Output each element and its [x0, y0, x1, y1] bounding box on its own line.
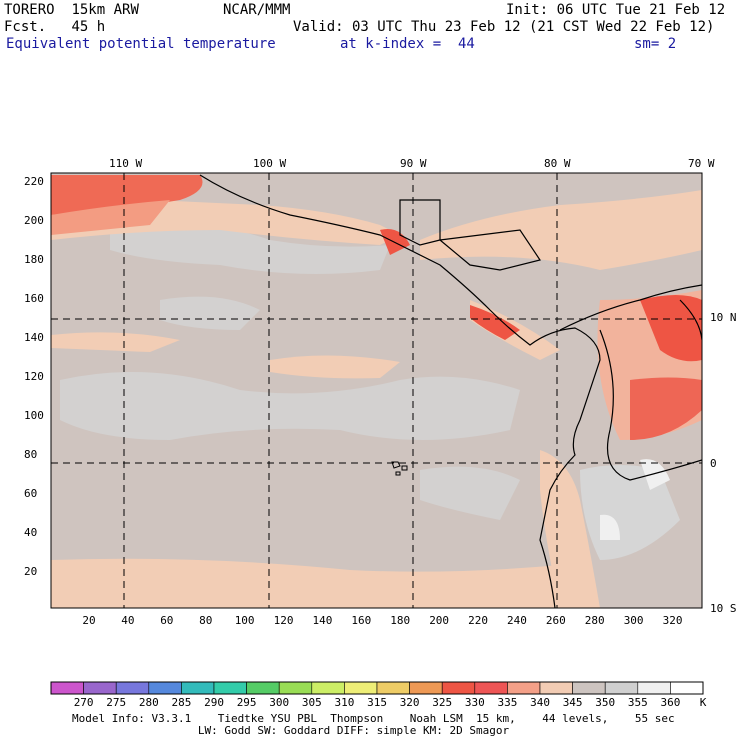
colorbar-label: 310: [334, 696, 355, 709]
colorbar-label: 270: [73, 696, 94, 709]
coastlines: [199, 174, 702, 608]
bottom-tick: 260: [545, 614, 566, 627]
bottom-tick: 60: [160, 614, 174, 627]
colorbar-label: K: [699, 696, 707, 709]
colorbar-swatch: [539, 681, 573, 695]
colorbar-swatch: [50, 681, 84, 695]
left-tick: 140: [24, 331, 44, 344]
colorbar-swatch: [115, 681, 150, 695]
colorbar-label: 355: [627, 696, 648, 709]
colorbar-label: 280: [138, 696, 159, 709]
colorbar-label: 345: [562, 696, 583, 709]
colorbar-swatch: [409, 681, 443, 695]
bottom-tick: 160: [351, 614, 372, 627]
left-tick: 80: [24, 448, 38, 461]
left-tick: 180: [24, 253, 44, 266]
map-frame: [50, 172, 703, 609]
colorbar-swatch: [83, 681, 117, 695]
right-tick-0: 0: [710, 457, 717, 470]
left-tick: 200: [24, 214, 44, 227]
header-init: Init: 06 UTC Tue 21 Feb 12: [506, 2, 726, 18]
colorbar-label: 340: [530, 696, 550, 709]
top-tick-110w: 110 W: [109, 157, 143, 170]
colorbar-swatch: [474, 681, 508, 695]
bottom-tick: 180: [390, 614, 411, 627]
colorbar: [50, 681, 704, 695]
left-tick: 40: [24, 526, 38, 539]
colorbar-swatch: [181, 681, 215, 695]
colorbar-swatch: [604, 681, 639, 695]
footer-physics: LW: Godd SW: Goddard DIFF: simple KM: 2D…: [72, 724, 510, 737]
header-smoothing: sm= 2: [634, 36, 677, 52]
colorbar-label: 285: [171, 696, 192, 709]
colorbar-swatch: [637, 681, 671, 695]
top-tick-70w: 70 W: [688, 157, 715, 170]
top-tick-90w: 90 W: [400, 157, 427, 170]
header-level: at k-index = 44: [340, 36, 475, 52]
colorbar-swatch: [246, 681, 280, 695]
colorbar-swatch: [311, 681, 345, 695]
colorbar-swatch: [441, 681, 476, 695]
top-tick-80w: 80 W: [544, 157, 571, 170]
bottom-tick: 320: [662, 614, 683, 627]
colorbar-label: 300: [269, 696, 290, 709]
left-tick: 60: [24, 487, 38, 500]
left-tick: 20: [24, 565, 38, 578]
colorbar-swatch: [376, 681, 410, 695]
colorbar-swatch: [148, 681, 182, 695]
bottom-tick: 240: [507, 614, 527, 627]
colorbar-swatch: [572, 681, 606, 695]
bottom-tick: 200: [429, 614, 450, 627]
footer-model-info: Model Info: V3.3.1 Tiedtke YSU PBL Thomp…: [72, 712, 675, 725]
colorbar-swatch: [670, 681, 704, 695]
colorbar-swatch: [344, 681, 378, 695]
colorbar-label: 315: [367, 696, 387, 709]
bottom-tick: 280: [584, 614, 605, 627]
right-tick-10n: 10 N: [710, 311, 737, 324]
bottom-tick: 40: [121, 614, 135, 627]
colorbar-swatch: [213, 681, 247, 695]
bottom-tick: 120: [273, 614, 294, 627]
header-field-name: Equivalent potential temperature: [6, 36, 276, 52]
galapagos-islands: [391, 461, 408, 476]
colorbar-label: 275: [106, 696, 127, 709]
colorbar-label: 330: [464, 696, 485, 709]
bottom-tick: 100: [234, 614, 255, 627]
left-tick: 160: [24, 292, 44, 305]
colorbar-label: 325: [432, 696, 453, 709]
left-tick: 100: [24, 409, 44, 422]
bottom-tick: 140: [312, 614, 333, 627]
bottom-tick: 80: [199, 614, 213, 627]
right-tick-10s: 10 S: [710, 602, 737, 615]
header-center: NCAR/MMM: [223, 2, 291, 18]
colorbar-label: 305: [301, 696, 322, 709]
colorbar-label: 335: [497, 696, 518, 709]
colorbar-swatch: [278, 681, 313, 695]
colorbar-frame: [50, 681, 704, 695]
bottom-tick: 220: [468, 614, 488, 627]
colorbar-swatch: [507, 681, 541, 695]
colorbar-label: 295: [236, 696, 257, 709]
bottom-tick: 20: [82, 614, 96, 627]
lat-lon-grid: [51, 173, 702, 608]
bottom-tick: 300: [623, 614, 644, 627]
colorbar-label: 290: [204, 696, 224, 709]
header-model: TORERO 15km ARW: [4, 2, 139, 18]
colorbar-label: 320: [399, 696, 420, 709]
left-tick: 220: [24, 175, 44, 188]
header-valid-time: Valid: 03 UTC Thu 23 Feb 12 (21 CST Wed …: [293, 19, 715, 35]
left-tick: 120: [24, 370, 44, 383]
top-tick-100w: 100 W: [253, 157, 287, 170]
colorbar-label: 360: [660, 696, 681, 709]
colorbar-label: 350: [595, 696, 616, 709]
header-forecast: Fcst. 45 h: [4, 19, 106, 35]
theta-e-field: [51, 173, 702, 608]
